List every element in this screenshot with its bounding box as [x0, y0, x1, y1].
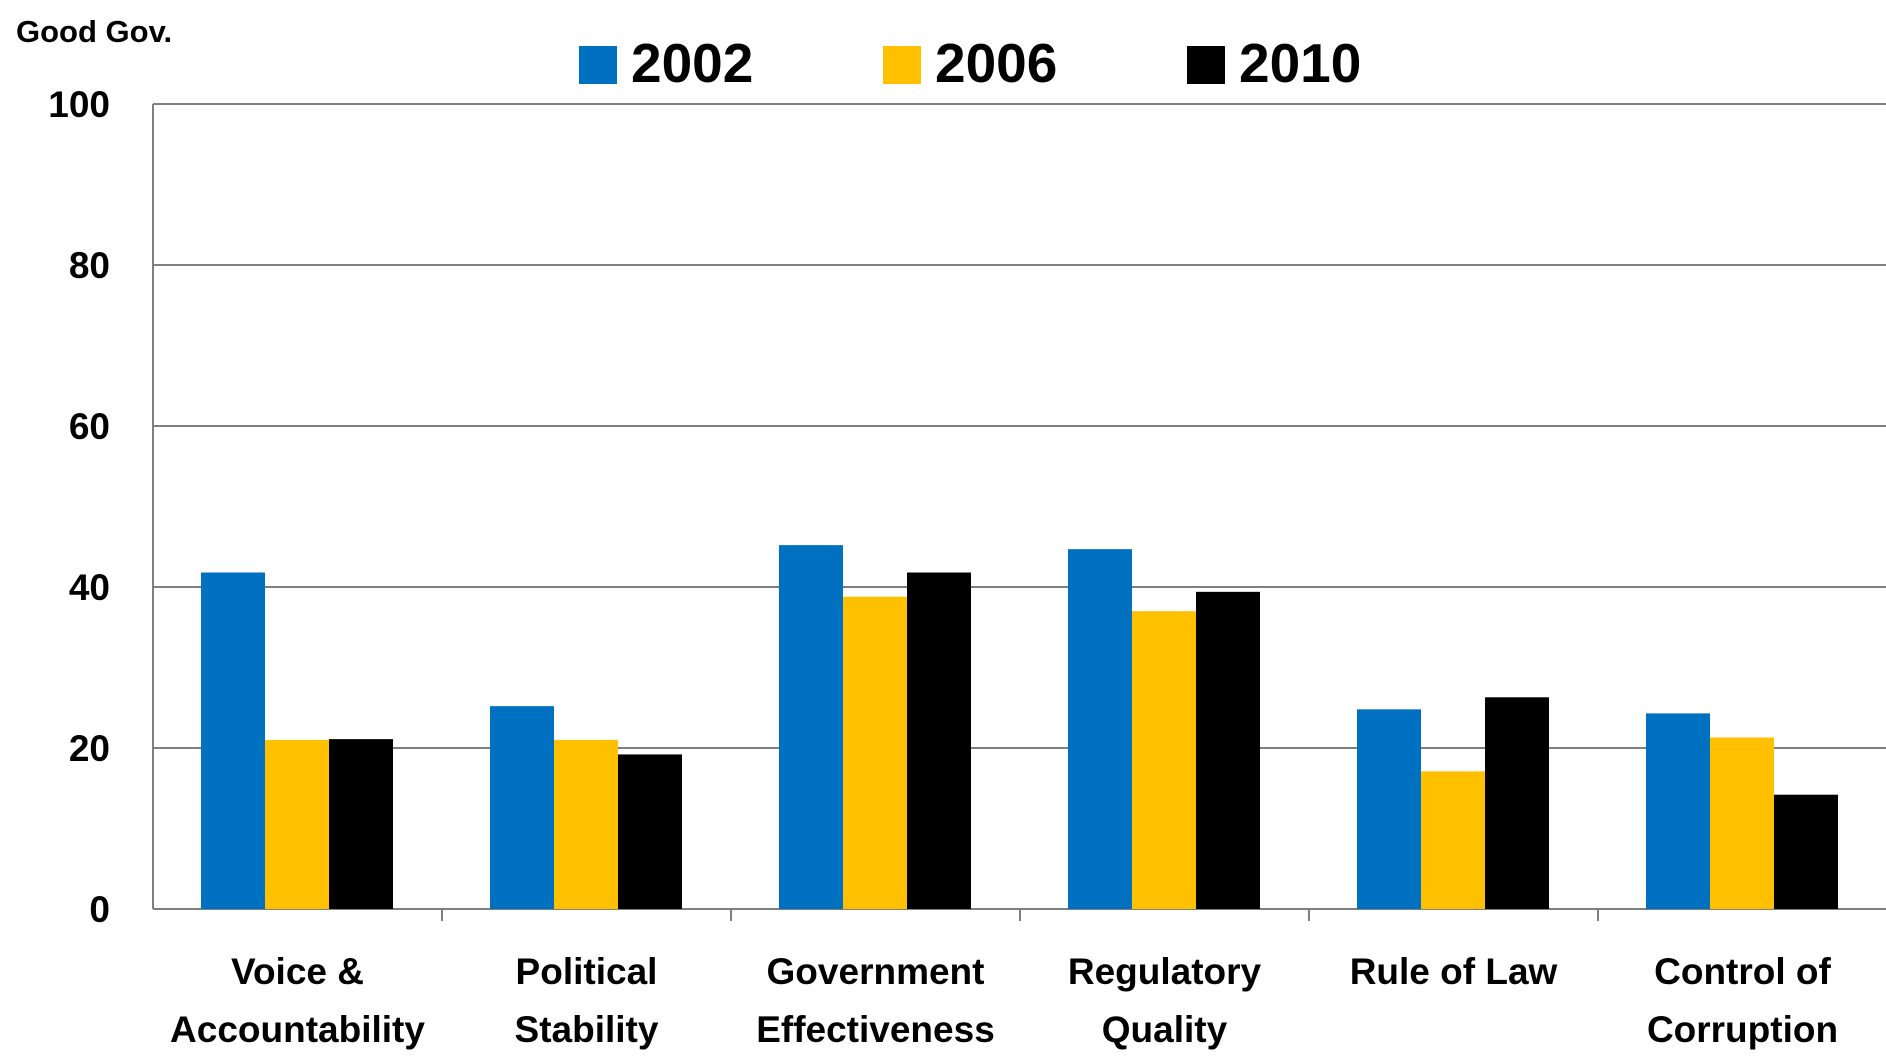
bar-2010-5: [1774, 794, 1838, 909]
x-tick-label: Voice &: [231, 951, 364, 992]
bar-2006-3: [1132, 611, 1196, 909]
legend-label-2010: 2010: [1239, 32, 1361, 94]
axes: [152, 104, 1886, 921]
x-tick-label: Effectiveness: [756, 1009, 995, 1050]
x-tick-label: Control of: [1654, 951, 1831, 992]
x-tick-label: Accountability: [170, 1009, 425, 1050]
y-tick-label: 80: [69, 245, 110, 286]
x-tick-label: Rule of Law: [1350, 951, 1558, 992]
legend: 2002 2006 2010: [579, 32, 1361, 94]
legend-label-2002: 2002: [631, 32, 753, 94]
bar-2002-3: [1068, 549, 1132, 909]
bar-2002-4: [1357, 709, 1421, 909]
bar-2006-0: [265, 739, 329, 909]
gridlines: [153, 103, 1886, 749]
legend-swatch-2002: [579, 46, 617, 84]
y-tick-labels: 0 20 40 60 80 100: [48, 84, 110, 930]
bar-2010-3: [1196, 591, 1260, 909]
y-axis-unit-label: Good Gov.: [16, 14, 172, 49]
legend-label-2006: 2006: [935, 32, 1057, 94]
legend-swatch-2010: [1187, 46, 1225, 84]
y-tick-label: 0: [89, 889, 110, 930]
bar-2010-2: [907, 572, 971, 909]
x-tick-label: Political: [516, 951, 658, 992]
x-tick-label: Stability: [515, 1009, 659, 1050]
x-tick-label: Government: [767, 951, 985, 992]
x-tick-labels: Voice & Accountability Political Stability G…: [170, 951, 1838, 1050]
x-tick-label: Corruption: [1647, 1009, 1838, 1050]
bar-2006-4: [1421, 771, 1485, 909]
bar-2010-1: [618, 754, 682, 909]
bar-2010-4: [1485, 697, 1549, 909]
bar-2006-5: [1710, 737, 1774, 909]
bar-2002-0: [201, 572, 265, 909]
y-tick-label: 20: [69, 728, 110, 769]
y-tick-label: 40: [69, 567, 110, 608]
bars: [201, 545, 1838, 909]
y-tick-label: 100: [48, 84, 110, 125]
bar-2006-2: [843, 596, 907, 909]
y-tick-label: 60: [69, 406, 110, 447]
bar-2002-2: [779, 545, 843, 909]
x-tick-label: Quality: [1102, 1009, 1228, 1050]
bar-2002-5: [1646, 713, 1710, 909]
x-tick-label: Regulatory: [1068, 951, 1262, 992]
legend-swatch-2006: [883, 46, 921, 84]
bar-2002-1: [490, 706, 554, 909]
bar-2010-0: [329, 739, 393, 909]
bar-2006-1: [554, 739, 618, 909]
